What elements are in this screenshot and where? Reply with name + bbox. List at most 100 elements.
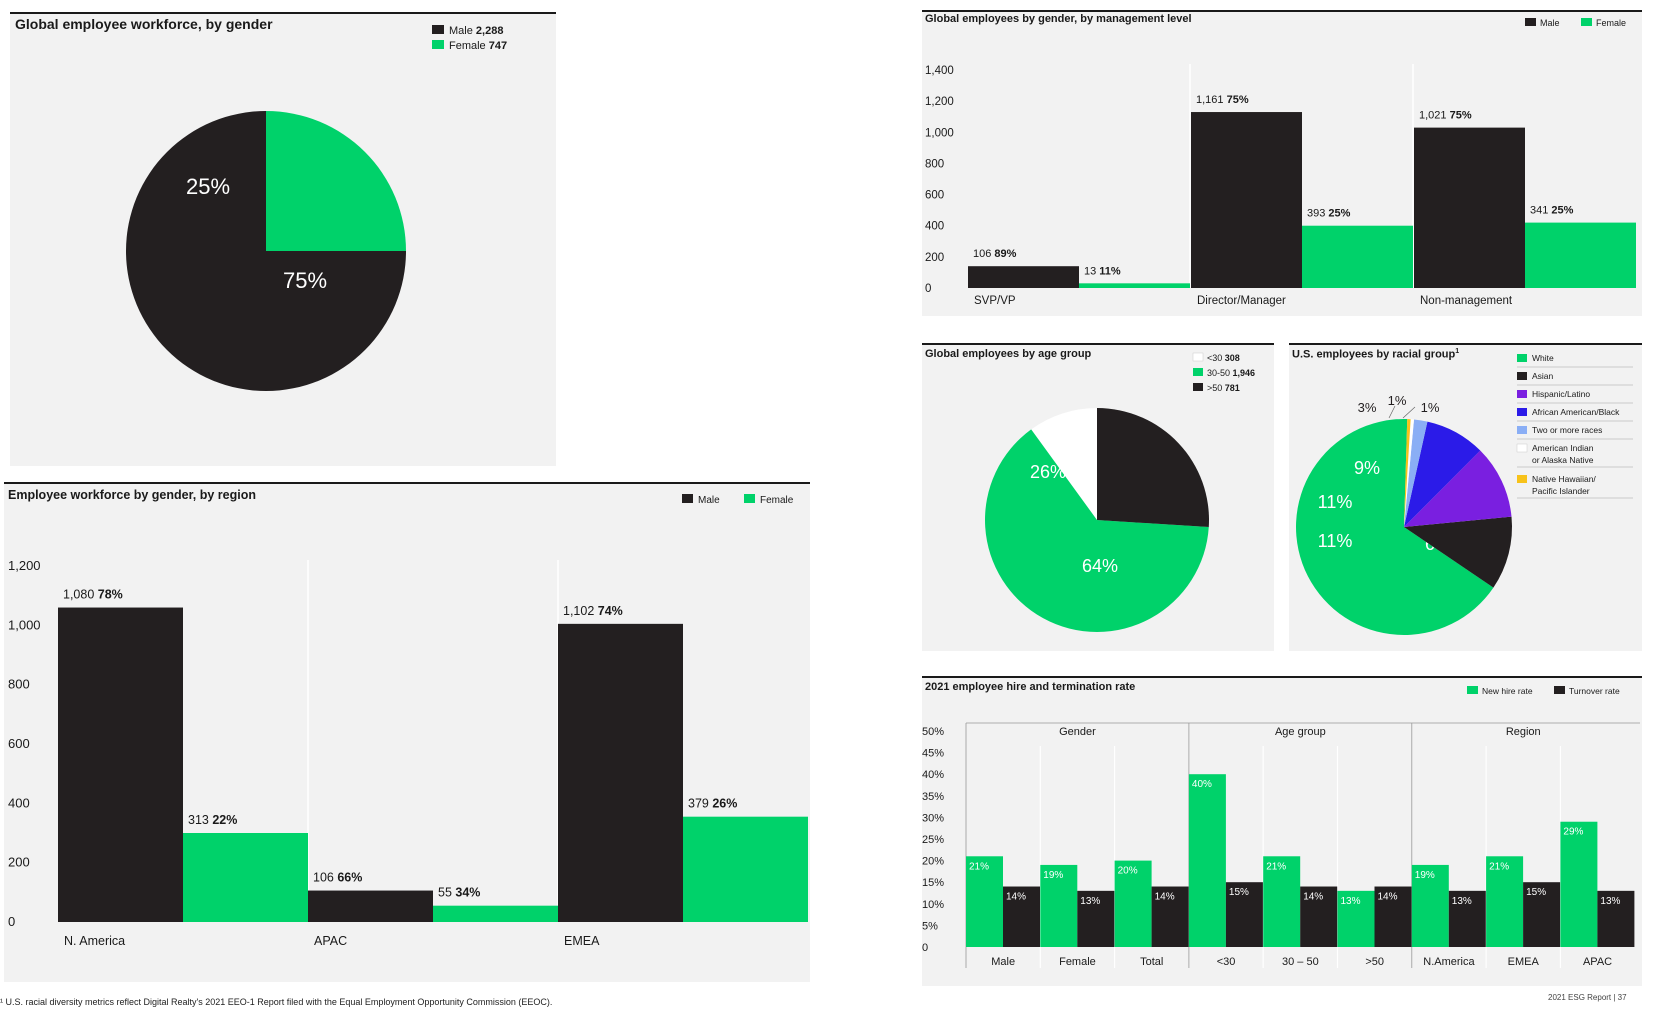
hire-bar-label-turnover-rate-n-america: 13%: [1452, 896, 1472, 907]
mgmt-bar-label-female-non-management: 341 25%: [1530, 205, 1574, 217]
race-pie-slice-white: [1296, 419, 1494, 635]
page-number: 2021 ESG Report | 37: [1548, 993, 1627, 1002]
hire-bar-label-new-hire-rate-male: 21%: [969, 861, 989, 872]
hire-bar-label-turnover-rate-30: 15%: [1229, 887, 1249, 898]
hire-bar-label-turnover-rate-50: 14%: [1378, 892, 1398, 903]
race-legend-swatch-african-american-black: [1517, 408, 1527, 416]
race-legend-item-native-hawaiian-pacific-islander: Native Hawaiian/Pacific Islander: [1532, 474, 1596, 496]
region-bar-female-apac: [433, 905, 558, 922]
hire-xtick-apac: APAC: [1583, 956, 1612, 968]
region-xtick-n-america: N. America: [64, 934, 125, 948]
race-legend-swatch-white: [1517, 354, 1527, 362]
mgmt-bar-label-male-director-manager: 1,161 75%: [1196, 94, 1249, 106]
region-legend-swatch-female: [744, 494, 755, 503]
hire-bar-label-new-hire-rate-30: 40%: [1192, 779, 1212, 790]
region-bar-label-male-apac: 106 66%: [313, 871, 362, 885]
mgmt-ytick-800: 800: [925, 158, 944, 170]
hire-bar-label-turnover-rate-apac: 13%: [1600, 896, 1620, 907]
hire-bar-new-hire-rate-total: [1114, 860, 1152, 947]
hire-legend-label-new-hire: New hire rate: [1482, 686, 1533, 696]
hire-ytick-30: 30%: [922, 812, 944, 824]
region-legend-label-male: Male: [698, 495, 720, 506]
hire-ytick-10: 10%: [922, 899, 944, 911]
race-legend-swatch-asian: [1517, 372, 1527, 380]
age-legend-item-30-50: 30-50 1,946: [1207, 368, 1255, 378]
gender-legend-swatch-male: [432, 25, 444, 34]
hire-bar-new-hire-rate-30: [1188, 774, 1226, 947]
hire-bar-new-hire-rate-30-50: [1263, 856, 1301, 947]
age-pie-slice-30: [1031, 408, 1097, 520]
race-pie-slice-native-hawaiian-pacific-islander: [1404, 419, 1411, 527]
age-legend-item-30: <30 308: [1207, 353, 1240, 363]
race-pie-slice-two-or-more-races: [1404, 419, 1428, 527]
region-ytick-1-000: 1,000: [8, 617, 41, 632]
hire-ytick-35: 35%: [922, 791, 944, 803]
mgmt-legend-swatch-male: [1525, 18, 1536, 26]
hire-bar-turnover-rate-emea: [1523, 882, 1561, 947]
region-ytick-400: 400: [8, 795, 30, 810]
region-ytick-200: 200: [8, 855, 30, 870]
mgmt-bar-label-male-non-management: 1,021 75%: [1419, 110, 1472, 122]
region-legend-label-female: Female: [760, 495, 794, 506]
age-legend-swatch-30-50: [1193, 368, 1203, 376]
race-pie-slice-label-asian: 11%: [1318, 531, 1353, 551]
hire-ytick-50: 50%: [922, 726, 944, 738]
region-ytick-1-200: 1,200: [8, 558, 41, 573]
race-pie-slice-label-hispanic-latino: 11%: [1318, 492, 1353, 512]
hire-xtick-30: <30: [1217, 956, 1236, 968]
mgmt-legend-label-male: Male: [1540, 18, 1560, 28]
gender-legend-swatch-female: [432, 40, 444, 49]
hire-bar-label-turnover-rate-emea: 15%: [1526, 887, 1546, 898]
region-ytick-800: 800: [8, 677, 30, 692]
gender-pie-slice-label-male: 75%: [283, 268, 327, 293]
hire-xtick-emea: EMEA: [1508, 956, 1540, 968]
age-legend-swatch-50: [1193, 383, 1203, 391]
hire-xtick-30-50: 30 – 50: [1282, 956, 1319, 968]
mgmt-ytick-1-400: 1,400: [925, 65, 954, 77]
hire-ytick-40: 40%: [922, 769, 944, 781]
mgmt-bar-label-male-svp-vp: 106 89%: [973, 248, 1017, 260]
gender-legend-item-male: Male 2,288: [449, 25, 503, 37]
hire-bar-turnover-rate-30-50: [1300, 886, 1338, 947]
race-pie-slice-label-american-indian-or-alaska-native: 1%: [1388, 393, 1407, 408]
race-pie-slice-label-african-american-black: 9%: [1354, 458, 1380, 478]
mgmt-xtick-non-management: Non-management: [1420, 295, 1513, 307]
age-pie-slice-label-50: 26%: [1030, 462, 1066, 482]
age-legend-item-50: >50 781: [1207, 383, 1240, 393]
hire-bar-turnover-rate-total: [1151, 886, 1189, 947]
mgmt-bar-male-director-manager: [1191, 112, 1302, 289]
age-pie-slice-50: [1097, 408, 1209, 528]
mgmt-bar-male-non-management: [1414, 127, 1525, 288]
race-pie-title-text: U.S. employees by racial group: [1292, 348, 1456, 361]
mgmt-legend-swatch-female: [1581, 18, 1592, 26]
hire-bar-turnover-rate-male: [1003, 886, 1040, 947]
region-ytick-0: 0: [8, 914, 15, 929]
hire-ytick-5: 5%: [922, 920, 938, 932]
mgmt-bar-male-svp-vp: [968, 266, 1079, 288]
region-xtick-emea: EMEA: [564, 934, 600, 948]
hire-bar-label-new-hire-rate-30-50: 21%: [1266, 861, 1286, 872]
age-pie-slice-label-30-50: 64%: [1082, 556, 1118, 576]
hire-bar-turnover-rate-30: [1225, 882, 1263, 947]
region-bar-male-emea: [558, 623, 683, 922]
hire-xtick-female: Female: [1059, 956, 1096, 968]
hire-bar-turnover-rate-female: [1077, 890, 1115, 947]
gender-pie-slice-label-female: 25%: [186, 174, 230, 199]
hire-bar-label-new-hire-rate-total: 20%: [1118, 866, 1138, 877]
mgmt-bar-label-female-director-manager: 393 25%: [1307, 208, 1351, 220]
region-bar-female-emea: [683, 816, 808, 922]
hire-legend-swatch-new-hire: [1467, 686, 1478, 694]
mgmt-bar-female-svp-vp: [1079, 283, 1190, 288]
mgmt-bar-title: Global employees by gender, by managemen…: [925, 13, 1192, 25]
hire-bar-new-hire-rate-50: [1337, 890, 1375, 947]
mgmt-legend-label-female: Female: [1596, 18, 1626, 28]
mgmt-ytick-200: 200: [925, 252, 944, 264]
region-bar-male-apac: [308, 890, 433, 922]
hire-group-label-age-group: Age group: [1275, 726, 1326, 738]
hire-bar-new-hire-rate-male: [966, 856, 1003, 947]
hire-bar-label-turnover-rate-male: 14%: [1006, 892, 1026, 903]
hire-xtick-n-america: N.America: [1423, 956, 1475, 968]
mgmt-xtick-svp-vp: SVP/VP: [974, 295, 1016, 307]
hire-bar-label-turnover-rate-total: 14%: [1155, 892, 1175, 903]
